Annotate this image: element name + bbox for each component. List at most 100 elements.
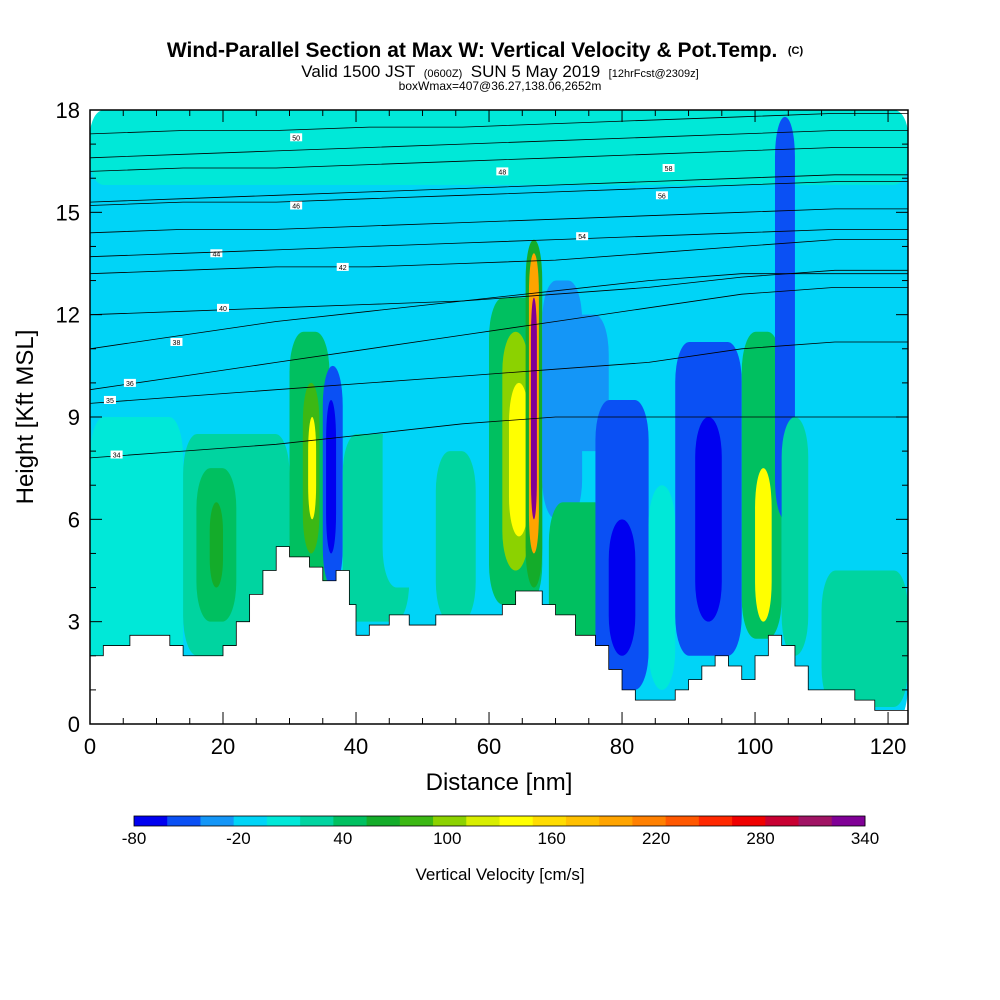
colorbar-tick-label: 160 [538, 829, 566, 848]
y-tick-label: 0 [68, 712, 80, 737]
colorbar-swatch [732, 816, 766, 826]
colorbar-swatch [632, 816, 667, 826]
x-tick-label: 80 [610, 734, 634, 759]
velocity-cell [695, 417, 722, 622]
isentrope-label: 58 [665, 166, 673, 173]
velocity-cell [209, 502, 224, 588]
colorbar-swatch [134, 816, 168, 826]
plot-area: 34 35 36 38 40 42 44 46 48 50 54 56 58 [90, 110, 908, 724]
colorbar-tick-label: 100 [433, 829, 461, 848]
chart-subtitle: Valid 1500 JST (0600Z) SUN 5 May 2019 [1… [301, 62, 698, 81]
x-tick-label: 0 [84, 734, 96, 759]
isentrope-label-bg [662, 163, 675, 172]
y-axis-label: Height [Kft MSL] [12, 330, 39, 505]
x-axis: 0 20 40 60 80 100 120 [84, 110, 907, 759]
isentrope-label: 35 [106, 398, 114, 405]
colorbar-tick-label: 280 [746, 829, 774, 848]
isentrope-label-bg [123, 378, 136, 387]
velocity-cell [326, 399, 337, 554]
isentrope-label-bg [576, 232, 589, 241]
velocity-cell [755, 468, 772, 622]
isentrope-label: 56 [658, 193, 666, 200]
isentrope-label: 36 [126, 381, 134, 388]
velocity-cell [821, 570, 908, 707]
box-info: boxWmax=407@36.27,138.06,2652m [399, 79, 602, 93]
isentrope-label: 42 [339, 265, 347, 272]
y-tick-label: 9 [68, 405, 80, 430]
colorbar-swatch [366, 816, 401, 826]
y-tick-label: 12 [56, 303, 80, 328]
isentrope-line [90, 130, 908, 159]
colorbar-swatch [798, 816, 833, 826]
isentrope-line [90, 147, 908, 172]
x-tick-label: 100 [737, 734, 774, 759]
velocity-cell [508, 382, 529, 537]
isentrope-line [90, 174, 908, 203]
colorbar-swatch [698, 816, 733, 826]
chart-title: Wind-Parallel Section at Max W: Vertical… [167, 39, 804, 62]
colorbar-swatch [831, 816, 866, 826]
x-tick-label: 20 [211, 734, 235, 759]
isentrope-label: 50 [292, 135, 300, 142]
colorbar-swatch [499, 816, 534, 826]
x-axis-label: Distance [nm] [426, 769, 573, 796]
terrain [90, 546, 908, 724]
colorbar: -80 -20 40 100 160 220 280 340 [122, 815, 879, 848]
isentrope-label-bg [290, 201, 303, 210]
isentrope-label: 40 [219, 306, 227, 313]
colorbar-swatch [665, 816, 700, 826]
potential-temperature-contours: 34 35 36 38 40 42 44 46 48 50 54 56 58 [90, 113, 908, 460]
velocity-cell [774, 116, 795, 520]
isentrope-label-bg [110, 450, 123, 459]
velocity-cell [608, 519, 636, 656]
colorbar-tick-label: 340 [851, 829, 879, 848]
velocity-cell [308, 417, 317, 520]
isentrope-label-bg [170, 337, 183, 346]
colorbar-swatch [200, 816, 235, 826]
colorbar-frame [133, 815, 866, 827]
isentrope-line [90, 287, 908, 391]
colorbar-swatch [565, 816, 600, 826]
isentrope-line [90, 229, 908, 258]
colorbar-swatch [266, 816, 301, 826]
isentrope-label-bg [103, 395, 116, 404]
y-tick-label: 15 [56, 200, 80, 225]
isentrope-label: 34 [113, 453, 121, 460]
colorbar-tick-label: -20 [226, 829, 251, 848]
colorbar-swatch [167, 816, 201, 826]
isentrope-label-bg [336, 262, 349, 271]
colorbar-label: Vertical Velocity [cm/s] [415, 865, 584, 884]
colorbar-swatch [233, 816, 268, 826]
isentrope-label: 38 [173, 340, 181, 347]
velocity-cell [435, 451, 476, 622]
isentrope-label: 48 [498, 169, 506, 176]
colorbar-swatch [399, 816, 434, 826]
isentrope-line [90, 208, 908, 234]
colorbar-tick-label: 40 [333, 829, 352, 848]
isentrope-line [90, 416, 908, 459]
colorbar-swatch [532, 816, 567, 826]
y-tick-label: 18 [56, 98, 80, 123]
colorbar-tick-label: -80 [122, 829, 147, 848]
x-tick-label: 60 [477, 734, 501, 759]
colorbar-swatch [466, 816, 500, 826]
y-tick-label: 6 [68, 507, 80, 532]
y-tick-label: 3 [68, 610, 80, 635]
isentrope-label: 44 [212, 251, 220, 258]
isentrope-line [90, 341, 908, 404]
colorbar-swatch [765, 816, 800, 826]
velocity-cell [90, 110, 908, 186]
isentrope-label-bg [210, 249, 223, 258]
colorbar-swatch [333, 816, 368, 826]
isentrope-label-bg [217, 303, 230, 312]
isentrope-label-bg [290, 133, 303, 142]
velocity-cell [781, 417, 809, 656]
x-tick-label: 40 [344, 734, 368, 759]
velocity-cell [530, 297, 537, 520]
colorbar-swatch [433, 816, 467, 826]
colorbar-tick-label: 220 [642, 829, 670, 848]
x-tick-label: 120 [870, 734, 907, 759]
isentrope-label-bg [655, 191, 668, 200]
